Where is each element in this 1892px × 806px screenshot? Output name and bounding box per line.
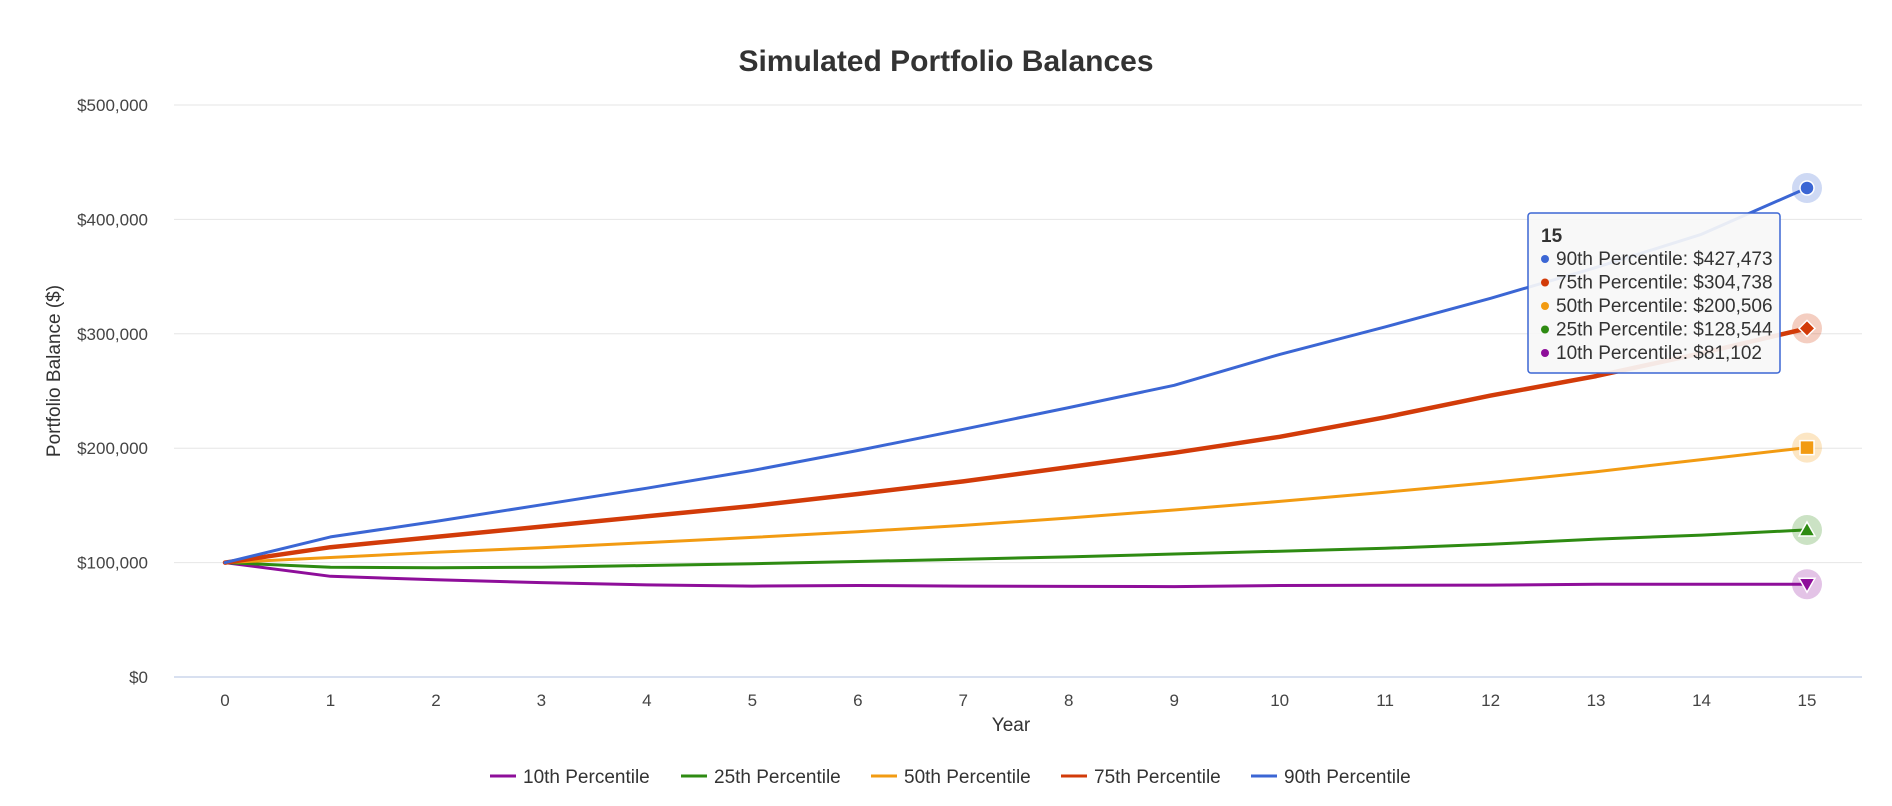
series-markers: [1792, 172, 1822, 600]
marker-75th-percentile[interactable]: [1792, 313, 1822, 344]
tooltip-bullet: [1541, 302, 1549, 310]
y-tick-label: $400,000: [77, 210, 148, 229]
y-tick-label: $0: [129, 668, 148, 687]
legend-label: 90th Percentile: [1284, 767, 1411, 788]
marker-symbol: [1797, 577, 1817, 594]
x-tick-label: 9: [1169, 691, 1178, 710]
x-tick-label: 11: [1376, 691, 1394, 710]
marker-50th-percentile[interactable]: [1792, 432, 1822, 463]
y-tick-label: $100,000: [77, 554, 148, 573]
y-tick-label: $500,000: [77, 96, 148, 115]
tooltip-entry: 90th Percentile: $427,473: [1556, 249, 1773, 270]
legend-item-25th-percentile[interactable]: 25th Percentile: [681, 767, 841, 788]
tooltip-entry: 75th Percentile: $304,738: [1556, 273, 1773, 294]
legend-label: 50th Percentile: [904, 767, 1031, 788]
x-tick-label: 12: [1481, 691, 1500, 710]
x-tick-label: 13: [1587, 691, 1606, 710]
marker-symbol: [1797, 319, 1817, 338]
tooltip-entries: 90th Percentile: $427,473 75th Percentile…: [1541, 249, 1773, 364]
x-tick-label: 4: [642, 691, 651, 710]
series-line-50th-percentile[interactable]: [223, 446, 1809, 565]
marker-symbol: [1799, 180, 1815, 196]
y-tick-label: $200,000: [77, 439, 148, 458]
y-axis-title: Portfolio Balance ($): [44, 285, 65, 457]
x-tick-label: 0: [220, 691, 229, 710]
tooltip-box: [1527, 212, 1781, 374]
x-tick-label: 1: [326, 691, 335, 710]
tooltip-bullet: [1541, 325, 1549, 334]
x-tick-label: 7: [959, 691, 968, 710]
tooltip-bullet: [1541, 255, 1549, 263]
series-line-25th-percentile[interactable]: [223, 528, 1809, 570]
legend-label: 75th Percentile: [1094, 767, 1221, 788]
marker-symbol: [1797, 520, 1817, 537]
x-tick-label: 10: [1270, 691, 1289, 710]
legend-label: 10th Percentile: [523, 767, 650, 788]
tooltip-entry: 50th Percentile: $200,506: [1556, 296, 1773, 317]
marker-25th-percentile[interactable]: [1792, 514, 1822, 545]
tooltip-header: 15: [1541, 226, 1563, 247]
x-tick-label: 6: [853, 691, 862, 710]
y-tick-label: $300,000: [77, 325, 148, 344]
x-tick-label: 5: [748, 691, 757, 710]
series-line-75th-percentile[interactable]: [222, 326, 1810, 565]
tooltip-bullet: [1541, 349, 1549, 357]
series-line-10th-percentile[interactable]: [223, 561, 1809, 589]
x-tick-label: 3: [537, 691, 546, 710]
legend-item-90th-percentile[interactable]: 90th Percentile: [1251, 767, 1411, 788]
marker-symbol: [1799, 439, 1815, 456]
x-axis-title: Year: [992, 715, 1031, 736]
legend-item-75th-percentile[interactable]: 75th Percentile: [1061, 767, 1221, 788]
y-axis-ticks: $0 $100,000 $200,000 $300,000 $400,000 $500,0…: [77, 96, 148, 687]
tooltip-entry: 10th Percentile: $81,102: [1556, 343, 1762, 364]
x-tick-label: 15: [1798, 691, 1817, 710]
x-tick-label: 2: [431, 691, 440, 710]
marker-10th-percentile[interactable]: [1792, 569, 1822, 600]
x-axis-ticks: 0 1 2 3 4 5 6 7 8 9 10 11 12 13 14 15: [220, 691, 1816, 710]
x-tick-label: 8: [1064, 691, 1073, 710]
grid-lines: [174, 104, 1862, 678]
legend-item-50th-percentile[interactable]: 50th Percentile: [871, 767, 1031, 788]
tooltip-bullet: [1541, 278, 1549, 287]
x-tick-label: 14: [1692, 691, 1711, 710]
marker-90th-percentile[interactable]: [1792, 172, 1822, 203]
legend-item-10th-percentile[interactable]: 10th Percentile: [490, 767, 650, 788]
tooltip: 15 90th Percentile: $427,473 75th Percent…: [1527, 212, 1781, 374]
legend-label: 25th Percentile: [714, 767, 841, 788]
legend: 10th Percentile 25th Percentile 50th Perce…: [490, 767, 1411, 788]
tooltip-entry: 25th Percentile: $128,544: [1556, 320, 1773, 341]
chart-title: Simulated Portfolio Balances: [738, 45, 1153, 78]
